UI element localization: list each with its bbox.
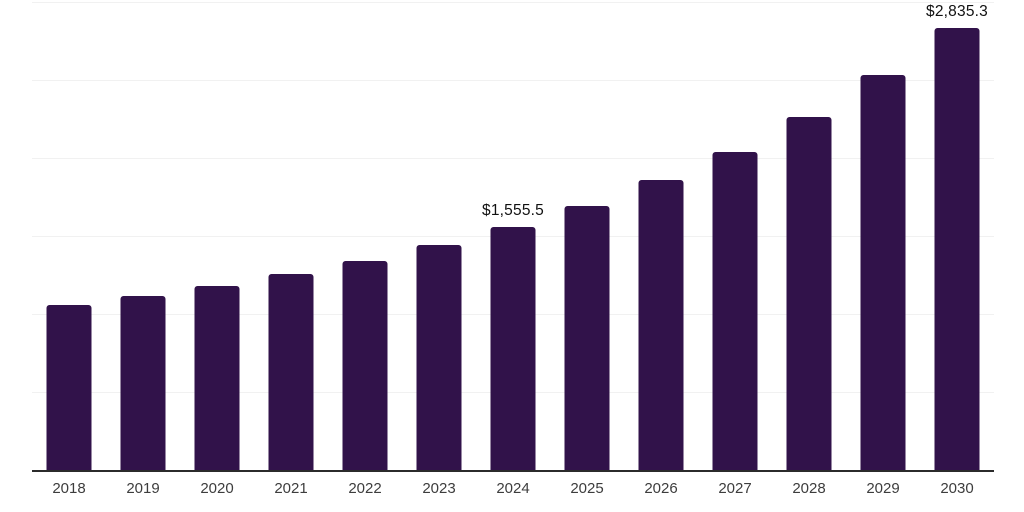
x-tick-2028: 2028 (792, 480, 826, 497)
bar-slot-2023 (402, 2, 476, 470)
bar-2020 (194, 285, 240, 470)
x-tick-2022: 2022 (348, 480, 382, 497)
plot-area: $1,555.5 $2,835.3 (32, 2, 994, 472)
bar-slot-2020 (180, 2, 254, 470)
gridline-2000 (32, 158, 994, 159)
bar-2029 (860, 75, 906, 470)
x-axis-line (32, 470, 994, 472)
bar-2027 (712, 151, 758, 470)
bar-slot-2022 (328, 2, 402, 470)
bar-slot-2018 (32, 2, 106, 470)
bar-slot-2024: $1,555.5 (476, 2, 550, 470)
gridline-2500 (32, 80, 994, 81)
bar-slot-2019 (106, 2, 180, 470)
bars-container: $1,555.5 $2,835.3 (32, 2, 994, 470)
x-tick-2020: 2020 (200, 480, 234, 497)
bar-slot-2029 (846, 2, 920, 470)
bar-2019 (120, 296, 166, 470)
bar-2024 (490, 227, 536, 470)
x-tick-2019: 2019 (126, 480, 160, 497)
bar-2023 (416, 244, 462, 470)
bar-2028 (786, 116, 832, 470)
x-tick-2029: 2029 (866, 480, 900, 497)
bar-2030 (934, 27, 980, 470)
bar-slot-2030: $2,835.3 (920, 2, 994, 470)
bar-2026 (638, 179, 684, 470)
x-tick-2021: 2021 (274, 480, 308, 497)
bar-slot-2021 (254, 2, 328, 470)
bar-slot-2028 (772, 2, 846, 470)
bar-slot-2027 (698, 2, 772, 470)
x-axis-tick-labels: 2018 2019 2020 2021 2022 2023 2024 2025 2026 2027… (32, 480, 994, 497)
x-tick-2018: 2018 (52, 480, 86, 497)
bar-2018 (46, 304, 92, 470)
gridline-3000 (32, 2, 994, 3)
x-tick-2026: 2026 (644, 480, 678, 497)
bar-2021 (268, 274, 314, 470)
data-label-2030: $2,835.3 (926, 2, 988, 20)
bar-2025 (564, 206, 610, 470)
x-tick-2023: 2023 (422, 480, 456, 497)
x-tick-2025: 2025 (570, 480, 604, 497)
x-tick-2030: 2030 (940, 480, 974, 497)
bar-slot-2026 (624, 2, 698, 470)
data-label-2024: $1,555.5 (482, 202, 544, 220)
x-tick-2027: 2027 (718, 480, 752, 497)
x-tick-2024: 2024 (496, 480, 530, 497)
bar-slot-2025 (550, 2, 624, 470)
bar-2022 (342, 261, 388, 470)
